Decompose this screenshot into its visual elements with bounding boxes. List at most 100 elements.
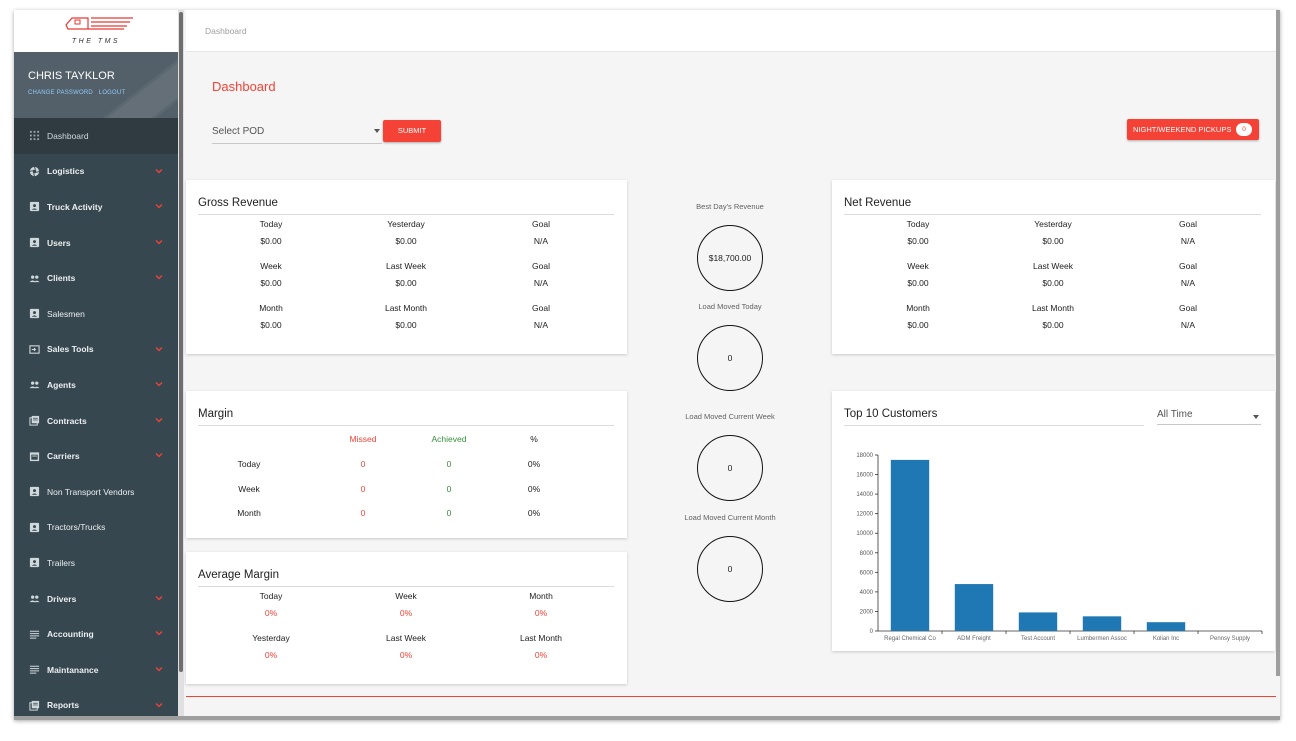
caret-down-icon [1253, 415, 1259, 419]
logo[interactable]: THE TMS [14, 10, 178, 52]
sidebar-item-tractors-trucks[interactable]: Tractors/Trucks [14, 510, 178, 546]
footer-divider [186, 696, 1276, 697]
people-icon [29, 273, 40, 284]
sidebar-item-drivers[interactable]: Drivers [14, 581, 178, 617]
margin-header: Missed [349, 434, 377, 444]
metric-value: $0.00 [395, 236, 417, 246]
margin-row-label: Month [237, 508, 261, 518]
caret-down-icon [374, 129, 380, 133]
timeframe-select[interactable]: All Time [1157, 409, 1261, 425]
metric-label: Yesterday [387, 219, 425, 229]
net-revenue-title: Net Revenue [844, 197, 912, 209]
breadcrumb[interactable]: Dashboard [205, 26, 247, 36]
x-tick-label: Test Account [1021, 636, 1055, 642]
sidebar-item-agents[interactable]: Agents [14, 367, 178, 403]
sidebar-item-label: Non Transport Vendors [47, 486, 135, 497]
margin-title: Margin [198, 408, 234, 420]
contact-card-icon [29, 522, 40, 533]
metric-value: $0.00 [907, 236, 929, 246]
sidebar-item-trailers[interactable]: Trailers [14, 545, 178, 581]
metric-value: $0.00 [1042, 236, 1064, 246]
chevron-down-icon [155, 202, 163, 209]
stat-label: Best Day's Revenue [696, 202, 764, 211]
margin-row-label: Week [238, 483, 260, 494]
app-window: THE TMS CHRIS TAYKLOR CHANGE PASSWORD LO… [14, 10, 1280, 720]
pod-select[interactable]: Select POD [212, 122, 382, 144]
metric-value: 0% [264, 650, 278, 660]
chart-bar[interactable] [954, 584, 994, 631]
chart-bar[interactable] [1018, 612, 1058, 631]
metric-value: $0.00 [260, 236, 282, 246]
metric-value: N/A [533, 278, 549, 288]
metric-value: $0.00 [1042, 278, 1064, 288]
page-title: Dashboard [212, 79, 276, 94]
metric-value: N/A [1180, 320, 1196, 330]
user-panel: CHRIS TAYKLOR CHANGE PASSWORD LOGOUT [14, 52, 178, 118]
sidebar-item-clients[interactable]: Clients [14, 260, 178, 296]
metric-label: Last Week [385, 261, 426, 271]
night-weekend-pickups-button[interactable]: NIGHT/WEEKEND PICKUPS 0 [1127, 119, 1259, 140]
lines-icon [29, 664, 40, 675]
chevron-down-icon [155, 594, 163, 601]
sidebar-item-salesmen[interactable]: Salesmen [14, 296, 178, 332]
sidebar-item-label: Trailers [47, 557, 76, 568]
margin-missed: 0 [360, 483, 366, 494]
sidebar-item-logistics[interactable]: Logistics [14, 154, 178, 190]
submit-button[interactable]: SUBMIT [383, 120, 441, 142]
metric-value: $0.00 [260, 278, 282, 288]
metric-value: 0% [534, 650, 548, 660]
margin-percent: 0% [527, 508, 541, 518]
average-margin-card: Average Margin Today 0% Week 0% Month 0% Yeste… [186, 552, 627, 684]
chart-bar[interactable] [1082, 616, 1122, 631]
sidebar-item-truck-activity[interactable]: Truck Activity [14, 189, 178, 225]
y-tick-label: 8000 [860, 551, 874, 557]
metric-value: N/A [1180, 278, 1196, 288]
contact-card-icon [29, 201, 40, 212]
metric-value: 0% [399, 650, 413, 660]
people-icon [29, 593, 40, 604]
sidebar-item-sales-tools[interactable]: Sales Tools [14, 332, 178, 368]
sidebar-item-label: Contracts [47, 415, 87, 426]
sidebar-item-contracts[interactable]: Contracts [14, 403, 178, 439]
sidebar-item-users[interactable]: Users [14, 225, 178, 261]
contact-card-icon [29, 308, 40, 319]
stat-circle: $18,700.00 [697, 225, 763, 291]
main-scrollbar[interactable] [1276, 10, 1280, 676]
sidebar-item-maintanance[interactable]: Maintanance [14, 652, 178, 688]
chevron-down-icon [155, 273, 163, 280]
y-tick-label: 6000 [860, 570, 874, 576]
metric-label: Today [259, 591, 283, 601]
chart-bar[interactable] [890, 459, 930, 631]
metric-label: Goal [532, 261, 550, 271]
pickups-count-badge: 0 [1236, 123, 1252, 136]
sidebar-item-dashboard[interactable]: Dashboard [14, 118, 178, 154]
horizontal-scrollbar[interactable] [14, 716, 1280, 720]
x-tick-label: Pennsy Supply [1210, 636, 1250, 642]
y-tick-label: 18000 [856, 453, 873, 459]
sidebar-item-label: Drivers [47, 593, 77, 604]
library-icon [29, 700, 40, 711]
chart-bar[interactable] [1146, 622, 1186, 631]
pickups-label: NIGHT/WEEKEND PICKUPS [1133, 125, 1232, 134]
sidebar-item-label: Reports [47, 700, 80, 711]
metric-value: 0% [534, 608, 548, 618]
sidebar-scrollbar[interactable] [179, 12, 183, 672]
sidebar-item-label: Maintanance [47, 664, 99, 675]
stat-label: Load Moved Today [698, 302, 762, 311]
metric-label: Last Month [384, 303, 428, 313]
metric-value: N/A [533, 320, 549, 330]
y-tick-label: 2000 [860, 609, 874, 615]
gross-revenue-title: Gross Revenue [198, 197, 278, 209]
y-tick-label: 10000 [856, 531, 873, 537]
metric-label: Today [259, 219, 283, 229]
sidebar-item-reports[interactable]: Reports [14, 688, 178, 721]
sidebar-item-label: Truck Activity [47, 201, 103, 212]
sidebar-item-non-transport-vendors[interactable]: Non Transport Vendors [14, 474, 178, 510]
logout-link[interactable]: LOGOUT [98, 90, 126, 96]
sidebar-item-carriers[interactable]: Carriers [14, 438, 178, 474]
change-password-link[interactable]: CHANGE PASSWORD [28, 90, 93, 96]
metric-label: Last Month [1031, 303, 1075, 313]
sidebar-item-accounting[interactable]: Accounting [14, 616, 178, 652]
stat-label: Load Moved Current Week [685, 412, 775, 421]
aperture-icon [29, 166, 40, 177]
